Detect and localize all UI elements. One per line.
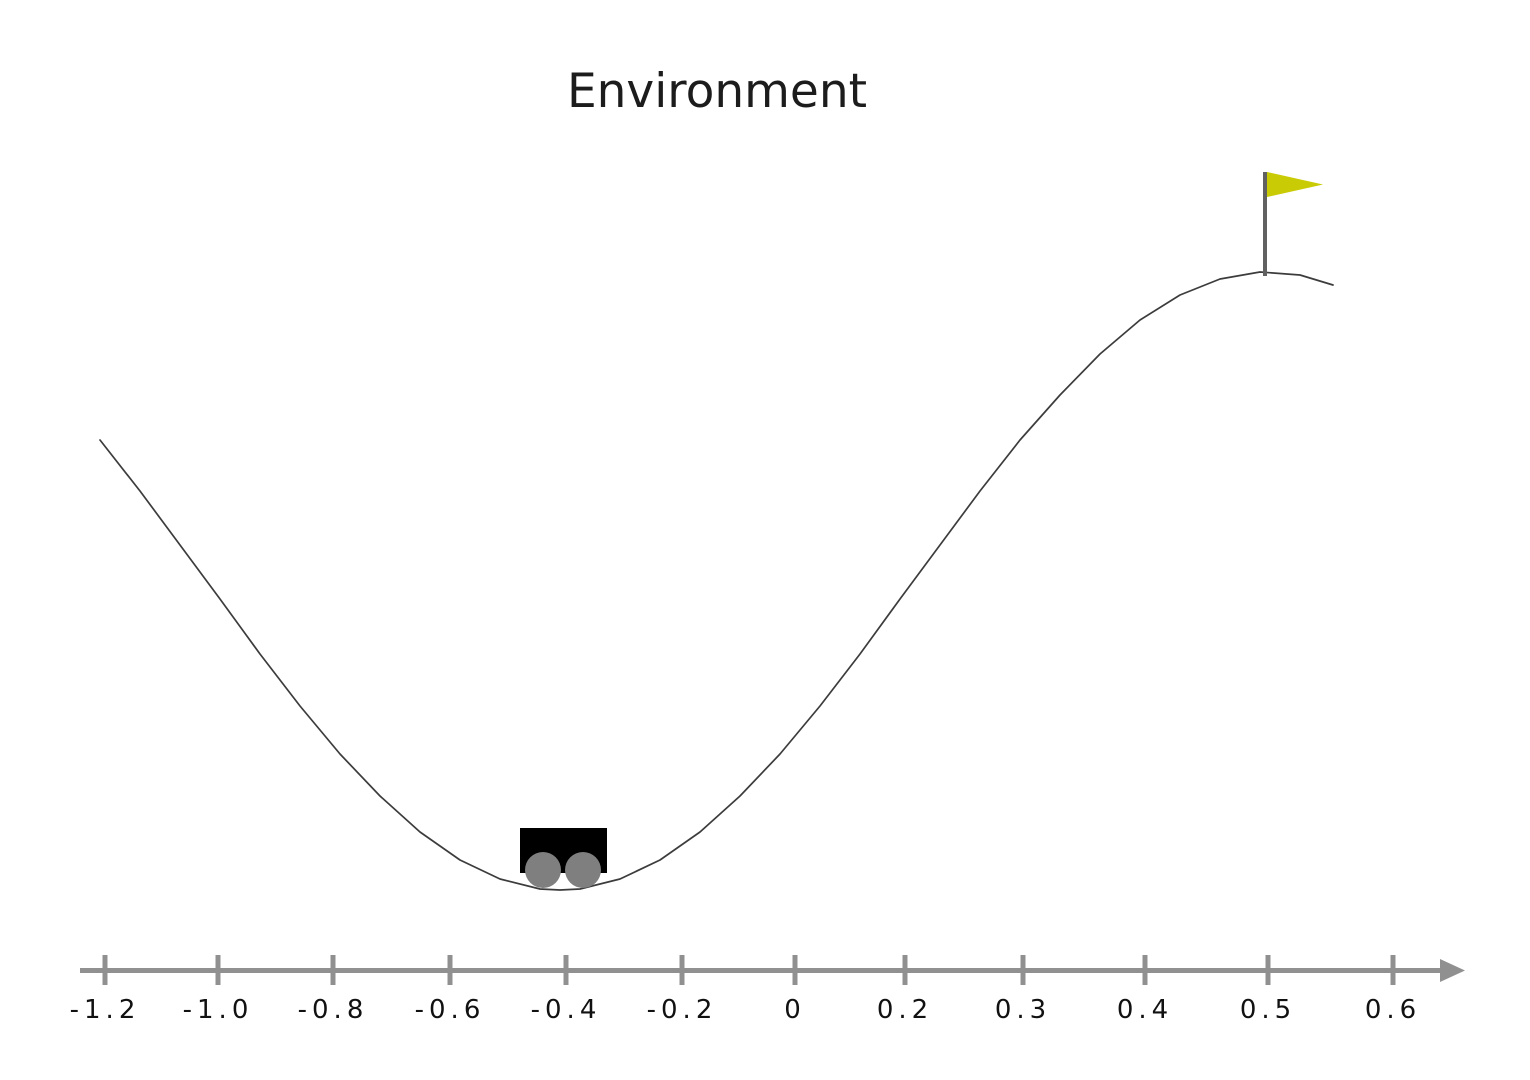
axis-tick-label: 0 (784, 995, 806, 1025)
flag-pole (1263, 172, 1267, 276)
flag-pennant-icon (1267, 172, 1323, 197)
axis-tick-label: 0.6 (1365, 995, 1421, 1025)
axis-tick-label: -1.0 (183, 995, 254, 1025)
axis-tick-label: 0.3 (995, 995, 1051, 1025)
x-axis-arrowhead-icon (1440, 959, 1465, 982)
axis-tick-label: -0.8 (298, 995, 369, 1025)
axis-tick-label: -0.4 (531, 995, 602, 1025)
x-axis-ticks: -1.2 -1.0 -0.8 -0.6 -0.4 -0.2 0 0.2 0.3 0.4 0.5 0.6 (70, 955, 1421, 1025)
x-axis: -1.2 -1.0 -0.8 -0.6 -0.4 -0.2 0 0.2 0.3 0.4 0.5 0.6 (70, 955, 1465, 1025)
axis-tick-label: -0.2 (647, 995, 718, 1025)
cart-wheel-left (525, 852, 561, 888)
figure-title: Environment (566, 64, 868, 119)
axis-tick-label: -1.2 (70, 995, 141, 1025)
axis-tick-label: 0.2 (877, 995, 933, 1025)
cart (520, 828, 607, 888)
mountain-curve (99, 271, 1334, 891)
cart-wheel-right (565, 852, 601, 888)
axis-tick-label: 0.5 (1240, 995, 1296, 1025)
goal-flag (1263, 172, 1323, 276)
axis-tick-label: -0.6 (415, 995, 486, 1025)
axis-tick-label: 0.4 (1117, 995, 1173, 1025)
